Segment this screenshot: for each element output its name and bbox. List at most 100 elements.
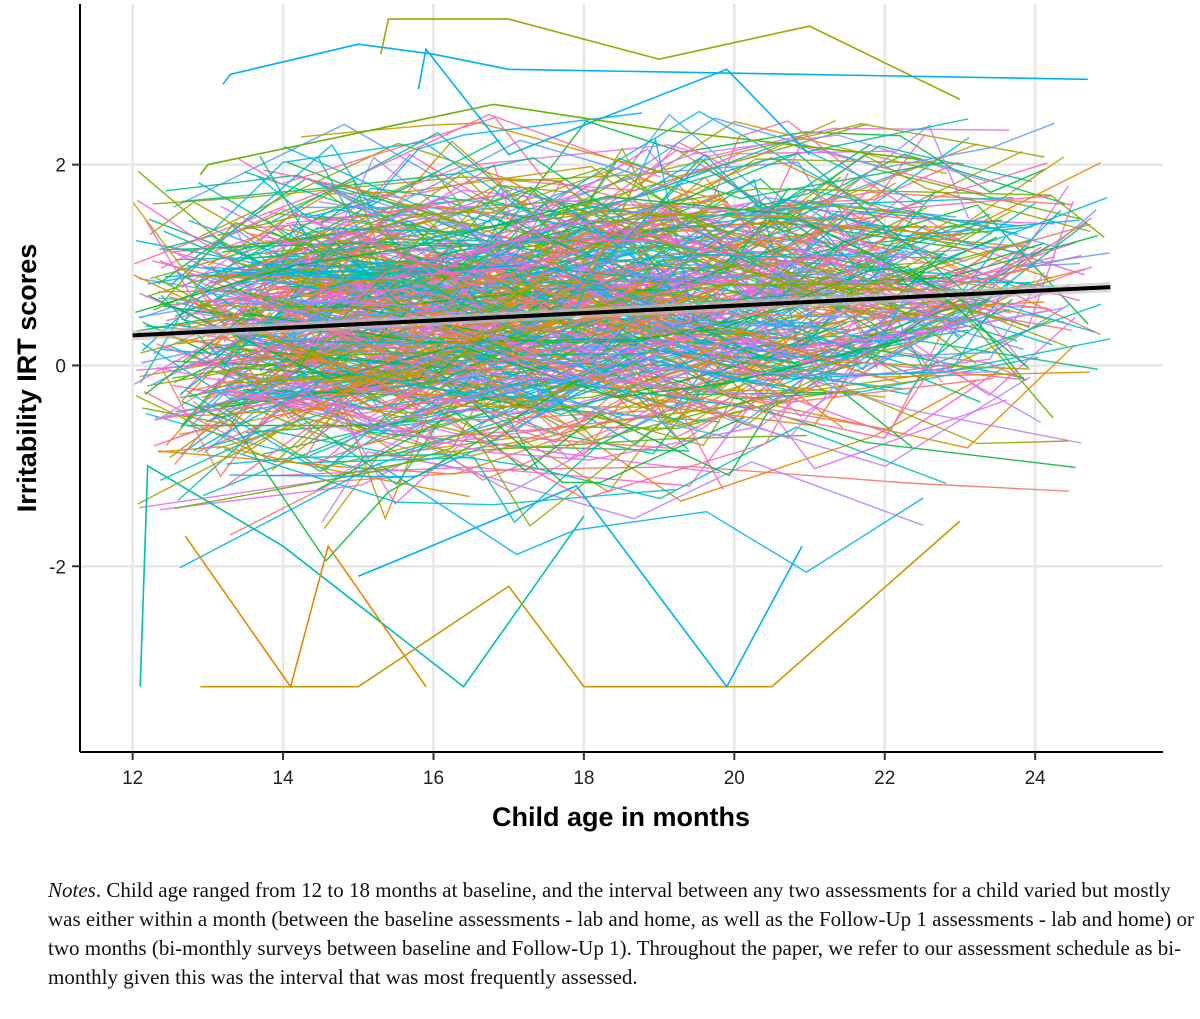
x-axis-title: Child age in months: [492, 802, 750, 832]
trajectory-line: [181, 319, 675, 563]
trajectory-line: [257, 112, 643, 219]
trajectory-line: [215, 346, 745, 484]
trajectory-line: [224, 356, 1021, 500]
trajectory-line: [266, 198, 876, 318]
x-tick-label: 18: [573, 768, 594, 789]
trajectory-line: [357, 484, 803, 689]
trajectory-line: [295, 252, 944, 374]
x-tick-label: 16: [423, 768, 444, 789]
trajectory-line: [266, 172, 721, 320]
trajectory-line: [211, 195, 1051, 313]
trajectory-line: [199, 187, 790, 284]
trajectory-line: [137, 167, 719, 249]
trajectory-line: [312, 292, 745, 384]
trajectory-line: [212, 156, 1102, 309]
trajectory-line: [199, 123, 1045, 238]
y-tick-label: 0: [55, 356, 66, 377]
trajectory-line: [158, 174, 918, 318]
trajectory-line: [206, 258, 936, 384]
trajectory-line: [137, 150, 895, 293]
notes-text: . Child age ranged from 12 to 18 months …: [48, 878, 1194, 989]
x-tick-label: 14: [272, 768, 294, 789]
trajectory-line: [206, 227, 894, 339]
trajectory-line: [237, 254, 816, 371]
trajectory-line: [291, 210, 1022, 344]
trajectory-line: [169, 137, 773, 323]
trajectory-line: [162, 366, 999, 418]
trajectory-line: [200, 520, 961, 688]
y-tick-label: 2: [55, 156, 66, 177]
y-axis-title: Irritability IRT scores: [12, 244, 42, 513]
trajectory-line: [208, 272, 1051, 364]
trajectory-line: [153, 318, 938, 447]
trajectory-line: [216, 404, 684, 528]
trajectory-line: [235, 291, 1030, 384]
trajectory-line: [417, 47, 811, 156]
trajectory-line: [219, 307, 1054, 442]
trajectory-line: [181, 157, 626, 221]
trajectory-line: [259, 195, 574, 280]
x-tick-label: 22: [874, 768, 895, 789]
trajectory-line: [133, 274, 702, 390]
trajectory-line: [139, 464, 585, 688]
trajectory-line: [144, 265, 1029, 396]
trajectory-line: [293, 198, 1080, 273]
trajectory-line: [213, 141, 1014, 285]
trajectory-line: [192, 363, 539, 469]
trajectory-line: [228, 344, 856, 415]
trajectory-line: [158, 445, 470, 498]
trend-line: [132, 285, 1111, 338]
trajectory-line: [163, 152, 1088, 306]
trajectory-line: [321, 124, 970, 318]
trajectory-line: [227, 311, 956, 384]
trajectory-line: [315, 188, 1019, 304]
trajectory-line: [301, 119, 836, 178]
trajectory-line: [219, 299, 1025, 486]
notes-label: Notes: [48, 878, 96, 902]
trajectory-chart: 12 14 16 18 20 22 24 -202 Child age in months …: [12, 4, 1163, 832]
trajectory-line: [307, 359, 724, 491]
trajectory-line: [154, 379, 824, 461]
trajectory-line: [288, 209, 1097, 337]
trajectory-line: [238, 378, 753, 410]
trajectory-line: [215, 224, 663, 311]
trajectory-line: [298, 367, 975, 392]
trajectory-line: [141, 342, 560, 403]
trajectory-line: [195, 296, 677, 408]
y-tick-labels: -2 0 2: [49, 156, 66, 579]
trajectory-line: [265, 274, 961, 350]
y-tick-label: -2: [49, 557, 66, 578]
trajectory-line: [286, 200, 1074, 329]
trajectory-line: [207, 183, 877, 267]
trajectory-line: [287, 261, 935, 391]
trajectory-line: [244, 280, 1018, 424]
trajectory-line: [321, 451, 924, 526]
trajectory-line: [231, 366, 792, 434]
highlighted-trajectories: [139, 18, 1088, 689]
mean-trend: [132, 282, 1111, 341]
trajectory-line: [245, 120, 964, 249]
trajectory-line: [181, 311, 700, 424]
individual-trajectories: [132, 110, 1111, 574]
trajectory-line: [313, 117, 1055, 248]
trajectory-line: [380, 18, 961, 101]
trajectory-line: [145, 164, 801, 337]
trajectory-line: [184, 535, 427, 689]
trajectory-line: [309, 274, 859, 389]
trajectory-line: [174, 375, 705, 510]
trajectory-line: [288, 238, 965, 365]
trajectory-line: [135, 154, 927, 280]
trajectory-line: [198, 284, 1070, 436]
trajectory-line: [310, 149, 959, 243]
trajectory-line: [186, 157, 707, 322]
trajectory-line: [217, 200, 1011, 302]
trajectory-line: [222, 43, 1088, 85]
x-tick-label: 24: [1025, 768, 1047, 789]
trajectory-line: [188, 229, 772, 381]
trajectory-line: [170, 326, 994, 436]
x-tick-labels: 12 14 16 18 20 22 24: [122, 768, 1046, 789]
trajectory-line: [199, 103, 923, 176]
x-tick-label: 12: [122, 768, 143, 789]
figure-notes: Notes. Child age ranged from 12 to 18 mo…: [48, 876, 1196, 992]
trajectory-line: [135, 195, 972, 313]
